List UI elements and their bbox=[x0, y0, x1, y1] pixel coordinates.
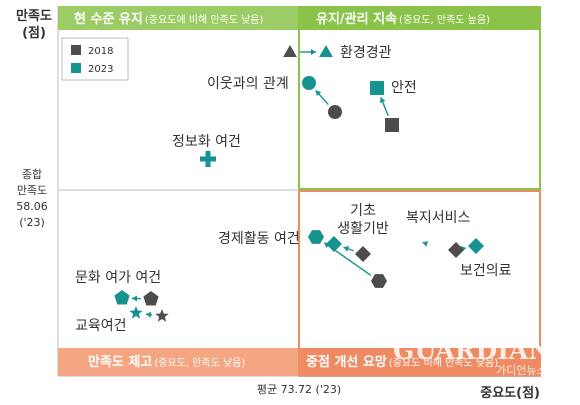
y-axis-title-line2: (점) bbox=[22, 26, 46, 41]
item-3-marker-2023 bbox=[370, 81, 384, 95]
item-10-marker-2023 bbox=[129, 306, 143, 319]
y-reference-label-line3: 58.06 bbox=[16, 200, 48, 213]
item-9-arrow-head bbox=[131, 295, 138, 302]
item-6-arrow-shaft bbox=[323, 242, 372, 276]
watermark-logo-text: GUARDIAN NEWS bbox=[393, 336, 580, 365]
y-reference-label-line2: 만족도 bbox=[17, 184, 47, 197]
item-4-marker-2023 bbox=[200, 151, 216, 167]
quadrant-top-left-bar bbox=[58, 6, 298, 30]
quadrant-top-left-title: 현 수준 유지 (중요도에 비해 만족도 낮음) bbox=[74, 11, 263, 27]
quadrant-bottom-left-title: 만족도 제고 (중요도, 만족도 낮음) bbox=[88, 354, 245, 370]
legend-2023-label: 2023 bbox=[88, 64, 113, 75]
item-2-marker-2023 bbox=[302, 76, 316, 90]
item-7-marker-2018 bbox=[431, 240, 438, 254]
chart-marks bbox=[114, 45, 484, 322]
label-문화-여가-여건: 문화 여가 여건 bbox=[75, 270, 161, 286]
x-reference-label: 평균 73.72 ('23) bbox=[257, 383, 341, 396]
legend-2023-swatch bbox=[71, 63, 81, 73]
item-3-marker-2018 bbox=[385, 118, 399, 132]
y-reference-label-line1: 종합 bbox=[22, 168, 42, 181]
item-1-marker-2018 bbox=[283, 45, 297, 57]
label-교육여건: 교육여건 bbox=[75, 318, 127, 334]
item-10-arrow-head bbox=[145, 311, 152, 318]
quadrant-top-left-frame bbox=[58, 6, 298, 190]
item-5-marker-2018 bbox=[355, 246, 371, 262]
item-5-marker-2023 bbox=[326, 236, 342, 252]
legend-2018-label: 2018 bbox=[88, 46, 113, 57]
item-9-marker-2018 bbox=[143, 291, 159, 306]
item-8-marker-2018 bbox=[448, 242, 464, 258]
item-7-arrow-head bbox=[422, 241, 429, 247]
label-경제활동-여건: 경제활동 여건 bbox=[218, 231, 300, 247]
label-기초-생활기반-line2: 생활기반 bbox=[337, 221, 389, 237]
item-3-arrow-head bbox=[379, 97, 386, 104]
item-8-marker-2023 bbox=[468, 238, 484, 254]
item-2-arrow-head bbox=[315, 90, 322, 97]
item-1-marker-2023 bbox=[319, 45, 333, 57]
item-1-arrow-head bbox=[311, 49, 316, 55]
item-5-arrow-head bbox=[343, 246, 350, 252]
label-보건의료: 보건의료 bbox=[460, 263, 512, 279]
label-이웃과의-관계: 이웃과의 관계 bbox=[207, 76, 289, 92]
quadrant-top-right-bar bbox=[299, 6, 540, 30]
quadrant-top-right-frame bbox=[298, 6, 541, 190]
item-6-marker-2018 bbox=[371, 274, 387, 288]
label-환경경관: 환경경관 bbox=[340, 45, 392, 61]
quadrant-bottom-right-bar bbox=[299, 348, 540, 376]
watermark-sub-text: 가디언뉴스 bbox=[496, 364, 547, 377]
item-10-marker-2018 bbox=[155, 309, 169, 322]
x-axis-title: 중요도(점) bbox=[480, 386, 540, 401]
item-6-arrow-head bbox=[324, 242, 331, 249]
quadrant-bottom-right-title: 중점 개선 요망 (중요도 비해 만족도 낮음) bbox=[306, 354, 498, 370]
item-2-marker-2018 bbox=[328, 105, 342, 119]
item-6-marker-2023 bbox=[308, 230, 324, 244]
label-안전: 안전 bbox=[391, 80, 417, 96]
label-복지서비스: 복지서비스 bbox=[406, 210, 471, 226]
y-axis-title-line1: 만족도 bbox=[16, 8, 52, 24]
quadrant-bottom-left-bar bbox=[58, 348, 298, 376]
label-정보화-여건: 정보화 여건 bbox=[172, 134, 241, 150]
item-7-marker-2023 bbox=[408, 232, 415, 246]
y-reference-label-line4: ('23) bbox=[19, 216, 45, 229]
legend-2018-swatch bbox=[71, 45, 81, 55]
item-9-marker-2023 bbox=[114, 290, 130, 305]
label-기초-생활기반-line1: 기초 bbox=[350, 203, 376, 219]
quadrant-top-right-title: 유지/관리 지속 (중요도, 만족도 높음) bbox=[316, 11, 490, 27]
